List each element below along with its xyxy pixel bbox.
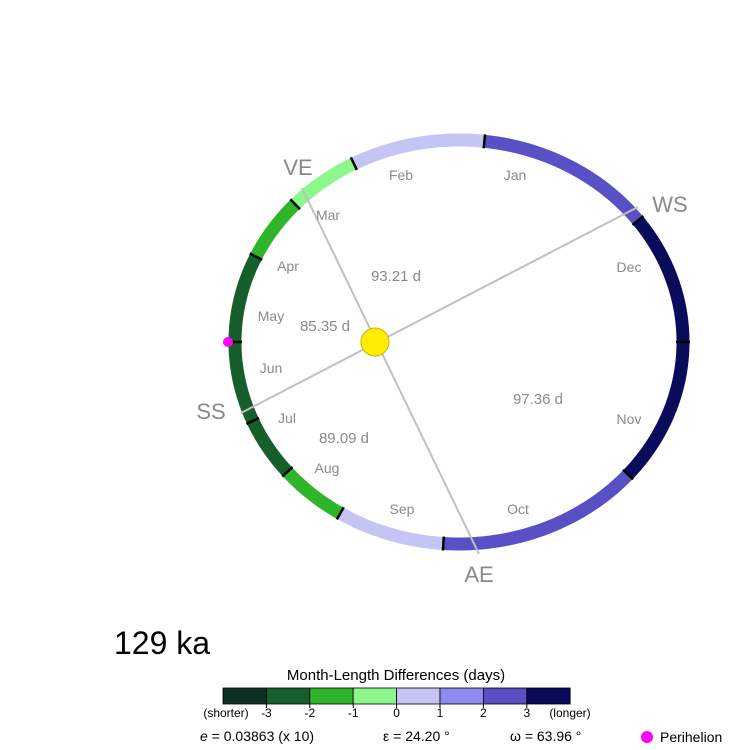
- month-boundary-tick: [249, 252, 263, 261]
- vernal-equinox-label: VE: [283, 155, 312, 180]
- month-boundary-tick: [245, 416, 260, 426]
- month-arc-mar: [290, 157, 357, 209]
- perihelion-legend-icon: [641, 731, 653, 743]
- colorbar-swatch: [482, 687, 528, 705]
- spring-duration: 85.35 d: [300, 318, 350, 335]
- month-boundary-tick: [349, 156, 358, 171]
- month-label-oct: Oct: [507, 501, 529, 517]
- month-arc-oct: [443, 469, 633, 551]
- month-boundary-tick: [441, 536, 446, 551]
- obliquity-label: ε = 24.20 °: [383, 728, 450, 744]
- month-label-jul: Jul: [278, 410, 296, 426]
- colorbar-longer-label: (longer): [549, 706, 590, 720]
- month-arc-jun: [228, 341, 259, 424]
- colorbar-title: Month-Length Differences (days): [287, 667, 505, 684]
- colorbar-swatch: [526, 687, 571, 705]
- autumn-duration: 97.36 d: [513, 391, 563, 408]
- month-label-nov: Nov: [617, 411, 642, 427]
- precession-label: ω = 63.96 °: [510, 728, 581, 744]
- month-label-apr: Apr: [277, 258, 299, 274]
- month-boundary-tick: [289, 198, 301, 211]
- colorbar-tick-label: -2: [304, 706, 315, 720]
- month-boundaries: [228, 134, 690, 551]
- age-label: 129 ka: [114, 625, 210, 661]
- sun-icon: [360, 327, 390, 357]
- month-arc-sep: [337, 507, 444, 550]
- month-label-sep: Sep: [390, 501, 415, 517]
- month-label-feb: Feb: [389, 167, 413, 183]
- month-boundary-tick: [335, 506, 345, 521]
- colorbar-tick-label: 3: [523, 706, 530, 720]
- month-arc-feb: [351, 133, 485, 170]
- colorbar-swatch: [439, 687, 484, 705]
- colorbar-tick-label: 1: [437, 706, 444, 720]
- colorbar-shorter-label: (shorter): [203, 706, 248, 720]
- month-boundary-tick: [631, 214, 645, 226]
- autumnal-equinox-label: AE: [464, 562, 493, 587]
- orbit-ring: [228, 133, 690, 551]
- perihelion-marker: [223, 337, 233, 347]
- month-label-dec: Dec: [617, 259, 642, 275]
- month-label-jun: Jun: [260, 360, 283, 376]
- winter-solstice-label: WS: [652, 192, 687, 217]
- eccentricity-label: e = 0.03863 (x 10): [200, 728, 314, 744]
- colorbar-swatch: [396, 687, 441, 705]
- month-arc-nov: [623, 341, 690, 480]
- month-arc-may: [228, 253, 262, 343]
- month-boundary-tick: [622, 468, 634, 481]
- month-label-mar: Mar: [316, 207, 340, 223]
- month-arc-dec: [632, 216, 690, 343]
- month-arc-jan: [483, 134, 643, 225]
- colorbar-swatch: [265, 687, 311, 705]
- colorbar-tick-label: 2: [480, 706, 487, 720]
- month-arc-apr: [250, 199, 300, 260]
- solstice-axis: [240, 206, 639, 414]
- month-arc-aug: [282, 467, 344, 519]
- summer-duration: 89.09 d: [319, 430, 369, 447]
- month-boundary-tick: [482, 134, 487, 149]
- colorbar-tick-label: 0: [393, 706, 400, 720]
- winter-duration: 93.21 d: [371, 268, 421, 285]
- colorbar-swatch: [352, 687, 398, 705]
- month-arc-jul: [246, 418, 293, 477]
- perihelion-legend-label: Perihelion: [660, 729, 722, 745]
- equinox-axis: [301, 187, 480, 555]
- colorbar: [222, 687, 571, 705]
- month-label-may: May: [258, 308, 284, 324]
- summer-solstice-label: SS: [196, 399, 225, 424]
- eccentricity-value: = 0.03863 (x 10): [208, 728, 314, 744]
- month-label-aug: Aug: [315, 460, 340, 476]
- month-label-jan: Jan: [504, 167, 527, 183]
- month-boundary-tick: [281, 466, 294, 478]
- colorbar-swatch: [309, 687, 354, 705]
- colorbar-tick-label: -3: [261, 706, 272, 720]
- colorbar-tick-label: -1: [348, 706, 359, 720]
- colorbar-swatch: [222, 687, 267, 705]
- eccentricity-symbol: e: [200, 728, 208, 744]
